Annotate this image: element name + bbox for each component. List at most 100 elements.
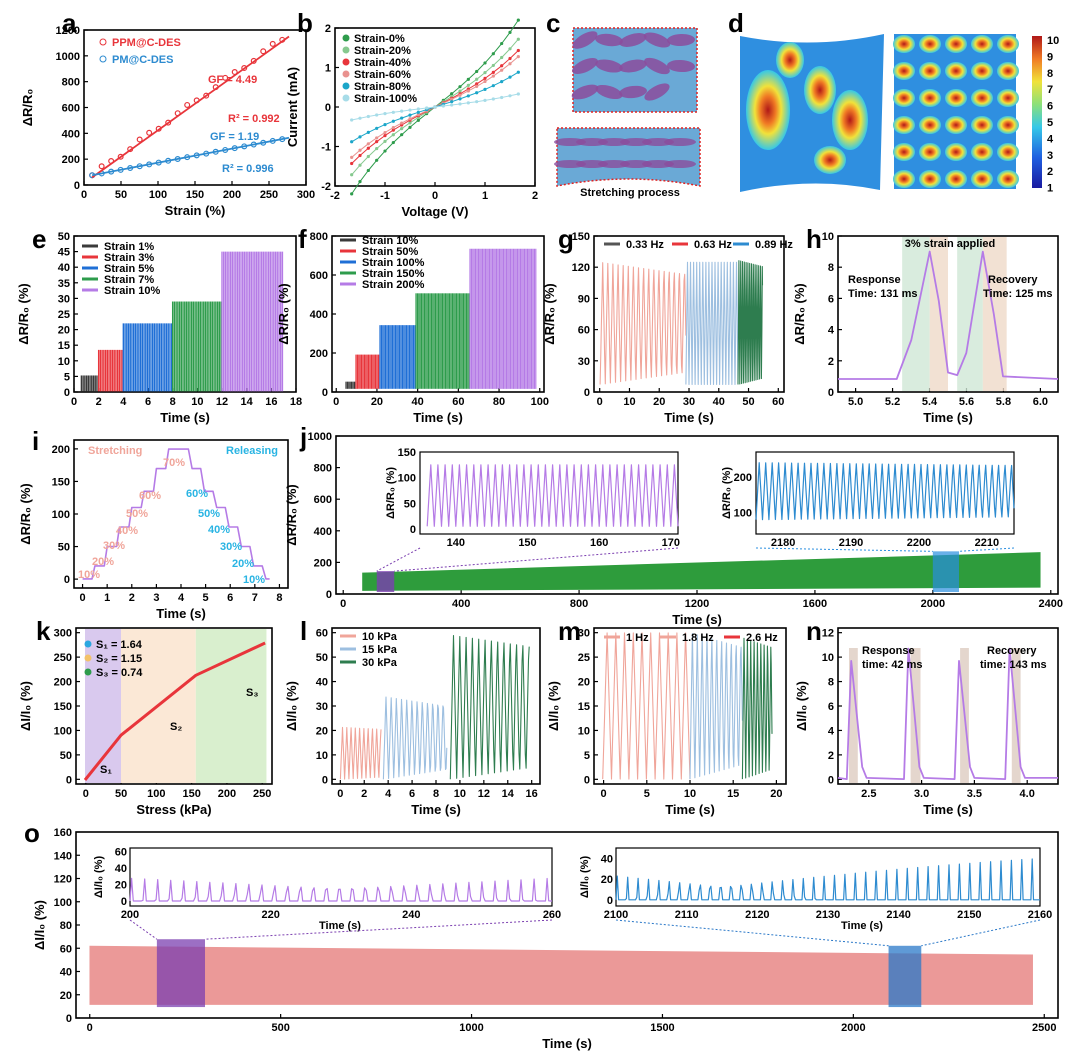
recovery-label: Recovery (987, 645, 1037, 657)
y-tick-label: 20 (60, 990, 72, 1002)
inset-tick: 100 (398, 473, 416, 485)
inset-tick: 2200 (907, 537, 931, 549)
inset-axis-label: ΔR/R₀ (%) (721, 467, 733, 519)
legend-marker (342, 58, 350, 66)
legend-entry: Strain 3% (104, 252, 154, 264)
data-point (203, 92, 210, 99)
y-tick-label: 60 (316, 628, 328, 640)
schematic-fiber (664, 160, 696, 168)
schematic-fiber (554, 138, 586, 146)
x-tick-label: 20 (653, 396, 665, 408)
inset-tick: 150 (398, 447, 416, 459)
x-tick-label: 12 (216, 396, 228, 408)
recovery-label: Recovery (988, 274, 1038, 286)
data-point (136, 136, 143, 143)
y-tick-label: 0 (66, 1013, 72, 1025)
y-tick-label: 400 (314, 526, 332, 538)
y-tick-label: 10 (822, 652, 834, 664)
schematic-fiber (620, 138, 652, 146)
legend-marker (99, 38, 107, 46)
x-tick-label: 8 (276, 592, 282, 604)
y-tick-label: 400 (310, 309, 328, 321)
y-axis-label: ΔI/I₀ (%) (546, 681, 561, 731)
x-tick-label: 0 (71, 396, 77, 408)
x-tick-label: 150 (186, 189, 204, 201)
legend-marker (342, 46, 350, 54)
x-tick-label: 8 (433, 788, 439, 800)
colorbar-tick: 4 (1047, 133, 1054, 145)
data-point (269, 40, 276, 47)
panel-label: b (297, 8, 313, 38)
x-tick-label: 20 (371, 396, 383, 408)
recovery-time: time: 143 ms (980, 659, 1047, 671)
y-tick-label: 1200 (56, 25, 80, 37)
x-tick-label: 14 (502, 788, 515, 800)
step-label: 40% (208, 524, 230, 536)
y-tick-label: 6 (828, 293, 834, 305)
x-tick-label: 10 (623, 396, 635, 408)
inset-tick: 20 (601, 874, 613, 886)
signal-10kpa (339, 726, 382, 780)
inset-tick: 0 (410, 524, 416, 536)
y-tick-label: -2 (321, 181, 331, 193)
legend-entry: Strain 1% (104, 241, 154, 253)
panel-label: k (36, 616, 51, 646)
colorbar-tick: 9 (1047, 51, 1053, 63)
x-tick-label: 30 (683, 396, 695, 408)
schematic-stretched (556, 127, 701, 187)
y-tick-label: 100 (54, 897, 72, 909)
y-tick-label: 200 (62, 154, 80, 166)
heatmap-hotspot (893, 116, 915, 134)
inset-tick: 2140 (886, 909, 910, 921)
iv-curve (351, 93, 519, 121)
x-axis-label: Time (s) (542, 1036, 592, 1051)
heatmap-hotspot (893, 62, 915, 80)
y-tick-label: 160 (54, 827, 72, 839)
x-tick-label: 14 (241, 396, 254, 408)
releasing-label: Releasing (226, 445, 278, 457)
x-tick-label: 80 (493, 396, 505, 408)
inset-axis-label: ΔI/I₀ (%) (93, 856, 105, 899)
x-tick-label: 40 (713, 396, 725, 408)
inset-tick: 60 (115, 846, 127, 858)
inset-tick: 2130 (816, 909, 840, 921)
x-tick-label: 5.6 (959, 396, 974, 408)
heatmap-hotspot (997, 62, 1019, 80)
legend-entry: Strain 150% (362, 268, 425, 280)
inset-tick: 150 (518, 537, 536, 549)
y-tick-label: 1 (325, 63, 331, 75)
inset-tick: 0 (121, 896, 127, 908)
panel-label: n (806, 616, 822, 646)
inset-tick: 2150 (957, 909, 981, 921)
s3-label: S₃ (246, 687, 258, 699)
x-tick-label: 2000 (921, 598, 945, 610)
x-tick-label: 1000 (459, 1022, 483, 1034)
zoom-connector (755, 547, 933, 552)
x-tick-label: 1500 (650, 1022, 674, 1034)
inset-tick: 50 (404, 498, 416, 510)
inset-tick: 0 (607, 895, 613, 907)
x-tick-label: 100 (149, 189, 167, 201)
zoom-region (156, 939, 206, 1008)
x-tick-label: 6 (409, 788, 415, 800)
inset-tick: 40 (601, 853, 613, 865)
heatmap-hotspot (832, 90, 868, 150)
y-tick-label: 100 (52, 509, 70, 521)
x-tick-label: 40 (412, 396, 424, 408)
y-tick-label: 300 (54, 628, 72, 640)
y-tick-label: 30 (578, 356, 590, 368)
legend-entry: PPM@C-DES (112, 37, 181, 49)
step-label: 30% (103, 540, 125, 552)
y-tick-label: 25 (578, 652, 590, 664)
y-tick-label: 40 (60, 967, 72, 979)
panel-label: l (300, 616, 307, 646)
inset-tick: 100 (734, 508, 752, 520)
panel-label: j (299, 422, 307, 452)
x-tick-label: 2400 (1039, 598, 1063, 610)
x-tick-label: 100 (147, 788, 165, 800)
x-tick-label: 15 (727, 788, 739, 800)
x-tick-label: 2 (361, 788, 367, 800)
heatmap-hotspot (971, 170, 993, 188)
schematic-fiber (595, 59, 623, 73)
schematic-fiber (667, 59, 695, 73)
